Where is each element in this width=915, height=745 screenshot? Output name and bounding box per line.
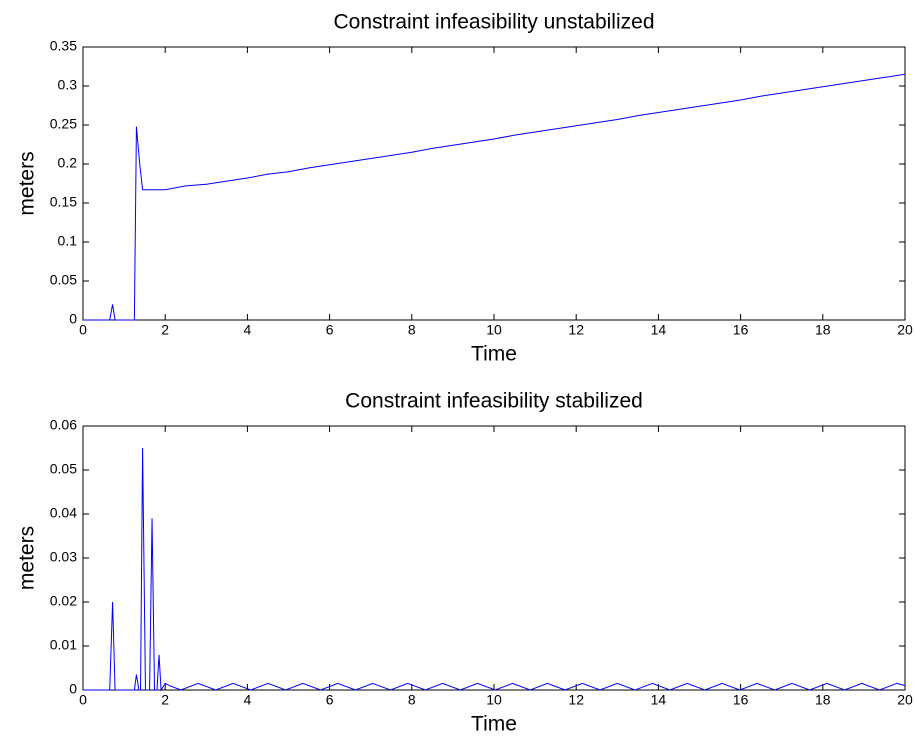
x-tick-label: 20 bbox=[897, 322, 913, 338]
x-tick-label: 14 bbox=[651, 322, 667, 338]
x-tick-label: 8 bbox=[408, 322, 416, 338]
x-tick-label: 14 bbox=[651, 692, 667, 708]
y-tick-label: 0.04 bbox=[50, 505, 77, 521]
y-tick-label: 0 bbox=[69, 681, 77, 697]
chart-title: Constraint infeasibility unstabilized bbox=[334, 11, 655, 34]
x-tick-label: 6 bbox=[326, 692, 334, 708]
y-tick-label: 0.35 bbox=[50, 38, 77, 54]
x-tick-label: 4 bbox=[244, 322, 252, 338]
axes-box bbox=[82, 46, 906, 321]
x-tick-label: 2 bbox=[161, 322, 169, 338]
y-tick-label: 0 bbox=[69, 311, 77, 327]
y-tick-label: 0.3 bbox=[58, 77, 78, 93]
x-tick-label: 16 bbox=[733, 322, 749, 338]
y-tick-label: 0.1 bbox=[58, 233, 78, 249]
x-tick-label: 10 bbox=[486, 322, 502, 338]
x-axis-label: Time bbox=[471, 343, 517, 366]
y-tick-label: 0.01 bbox=[50, 637, 77, 653]
x-tick-label: 6 bbox=[326, 322, 334, 338]
y-axis-label: meters bbox=[16, 526, 39, 590]
y-tick-label: 0.03 bbox=[50, 549, 77, 565]
x-tick-label: 4 bbox=[244, 692, 252, 708]
y-axis-label: meters bbox=[16, 151, 39, 215]
x-tick-label: 10 bbox=[486, 692, 502, 708]
y-tick-label: 0.15 bbox=[50, 194, 77, 210]
x-tick-label: 18 bbox=[815, 322, 831, 338]
y-tick-label: 0.2 bbox=[58, 155, 78, 171]
data-line bbox=[83, 447, 906, 692]
x-tick-label: 2 bbox=[161, 692, 169, 708]
x-tick-label: 0 bbox=[79, 692, 87, 708]
x-tick-label: 8 bbox=[408, 692, 416, 708]
chart-title: Constraint infeasibility stabilized bbox=[345, 390, 643, 413]
y-tick-label: 0.06 bbox=[50, 417, 77, 433]
x-tick-label: 0 bbox=[79, 322, 87, 338]
data-line bbox=[83, 73, 906, 321]
y-tick-label: 0.25 bbox=[50, 116, 77, 132]
y-tick-label: 0.05 bbox=[50, 272, 77, 288]
y-tick-label: 0.05 bbox=[50, 461, 77, 477]
axes-box bbox=[82, 425, 906, 691]
x-tick-label: 20 bbox=[897, 692, 913, 708]
x-tick-label: 18 bbox=[815, 692, 831, 708]
y-tick-label: 0.02 bbox=[50, 593, 77, 609]
x-tick-label: 12 bbox=[568, 692, 584, 708]
x-tick-label: 16 bbox=[733, 692, 749, 708]
x-axis-label: Time bbox=[471, 713, 517, 736]
x-tick-label: 12 bbox=[568, 322, 584, 338]
